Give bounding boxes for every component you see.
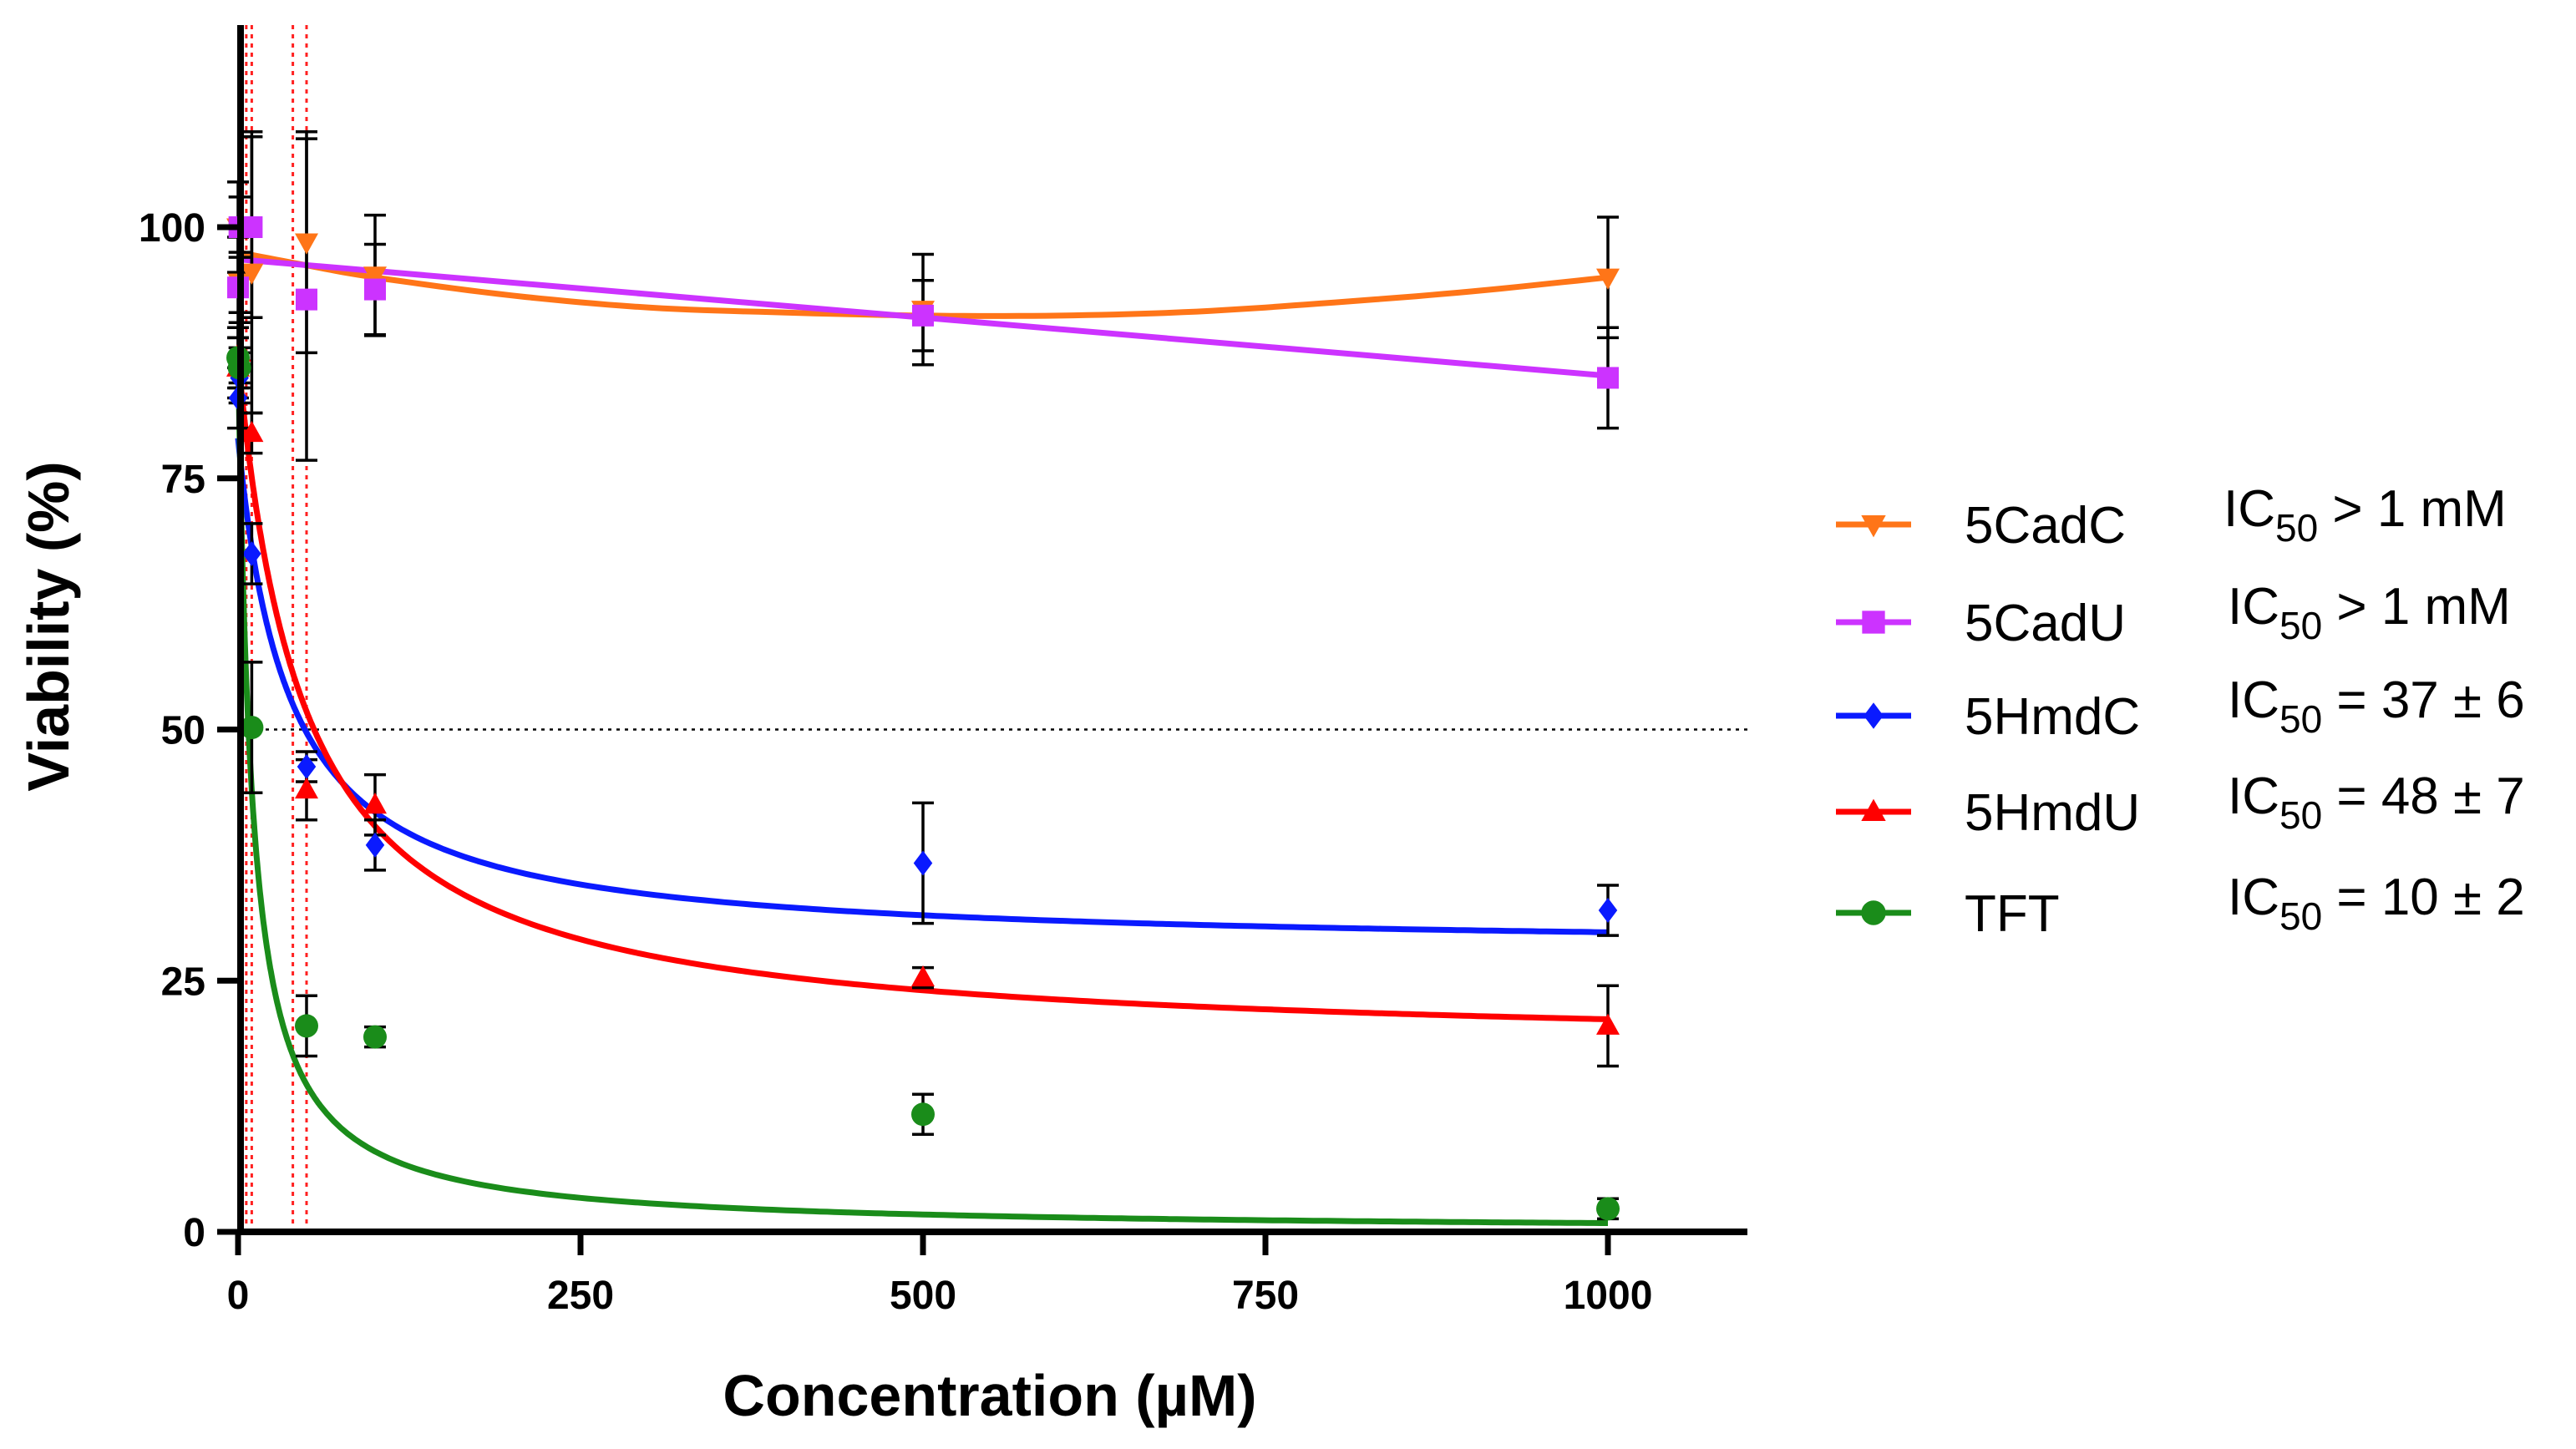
point-5HmdU <box>240 420 264 443</box>
y-tick-label: 25 <box>161 960 205 1004</box>
fit-curve-5HmdC <box>235 438 1609 935</box>
y-tick-label: 75 <box>161 458 205 502</box>
point-5HmdU <box>295 777 318 799</box>
y-axis-title: Viability (%) <box>16 461 81 791</box>
legend-entry-5CadU: 5CadU IC50 > 1 mM <box>1836 578 2511 652</box>
x-tick-label: 500 <box>890 1274 956 1318</box>
legend-marker <box>1864 702 1884 729</box>
x-tick-label: 750 <box>1232 1274 1299 1318</box>
legend-ic50-label: IC50 = 48 ± 7 <box>2228 768 2525 837</box>
legend-entry-TFT: TFT IC50 = 10 ± 2 <box>1836 869 2525 943</box>
y-axis-ticks: 0 25 50 75 100 <box>139 206 241 1255</box>
fit-curve-5HmdU <box>235 357 1609 1022</box>
point-5CadC <box>1596 268 1620 290</box>
point-5CadU <box>1597 367 1619 389</box>
point-5CadC <box>240 263 264 285</box>
point-5CadC <box>295 233 318 255</box>
legend-ic50-label: IC50 > 1 mM <box>2228 578 2511 647</box>
y-tick-label: 0 <box>183 1211 205 1255</box>
point-5CadU <box>364 278 386 301</box>
point-5HmdU <box>363 793 387 814</box>
legend-entry-5HmdC: 5HmdC IC50 = 37 ± 6 <box>1836 671 2525 746</box>
x-axis-ticks: 0 250 500 750 1000 <box>227 1232 1653 1318</box>
point-5HmdU <box>911 965 935 987</box>
fit-curve-5CadC <box>237 249 1609 319</box>
legend-label: 5HmdU <box>1965 784 2140 842</box>
point-5CadU <box>912 304 934 327</box>
legend-label: 5CadC <box>1965 497 2126 555</box>
legend-marker <box>1861 514 1886 538</box>
legend-marker <box>1862 611 1885 634</box>
x-axis-title: Concentration (µM) <box>723 1363 1256 1428</box>
point-5CadC <box>363 266 387 288</box>
x-tick-label: 250 <box>547 1274 614 1318</box>
point-TFT <box>1596 1197 1620 1221</box>
legend-entry-5CadC: 5CadC IC50 > 1 mM <box>1836 480 2507 555</box>
data-markers <box>226 216 1620 1221</box>
legend-entry-5HmdU: 5HmdU IC50 = 48 ± 7 <box>1836 768 2525 842</box>
legend-marker <box>1861 798 1886 822</box>
point-5HmdC <box>365 832 385 858</box>
x-tick-label: 0 <box>227 1274 250 1318</box>
point-5CadU <box>296 288 317 311</box>
y-tick-label: 100 <box>139 206 205 251</box>
legend-label: 5HmdC <box>1965 688 2140 746</box>
legend: 5CadC IC50 > 1 mM 5CadU IC50 > 1 mM 5HmdC IC5… <box>1836 480 2525 943</box>
legend-ic50-label: IC50 > 1 mM <box>2224 480 2507 550</box>
point-5CadU <box>241 216 263 238</box>
point-TFT <box>295 1014 318 1038</box>
ic50-marker-lines <box>245 25 308 1232</box>
point-5HmdC <box>1598 898 1618 924</box>
x-tick-label: 1000 <box>1564 1274 1653 1318</box>
legend-marker <box>1861 900 1886 925</box>
point-5HmdC <box>913 850 933 876</box>
point-5HmdC <box>242 540 261 566</box>
plot-area: 0 250 500 750 1000 0 25 50 75 100 <box>139 25 1747 1318</box>
point-TFT <box>911 1102 935 1127</box>
point-TFT <box>363 1025 387 1049</box>
y-tick-label: 50 <box>161 709 205 753</box>
point-5HmdC <box>297 754 317 780</box>
fit-curve-TFT <box>235 347 1608 1226</box>
legend-label: TFT <box>1965 885 2060 943</box>
legend-ic50-label: IC50 = 10 ± 2 <box>2228 869 2525 938</box>
fit-curves <box>235 249 1609 1226</box>
legend-ic50-label: IC50 = 37 ± 6 <box>2228 671 2525 741</box>
legend-label: 5CadU <box>1965 595 2126 652</box>
point-TFT <box>240 716 264 740</box>
point-5HmdU <box>1596 1013 1620 1035</box>
